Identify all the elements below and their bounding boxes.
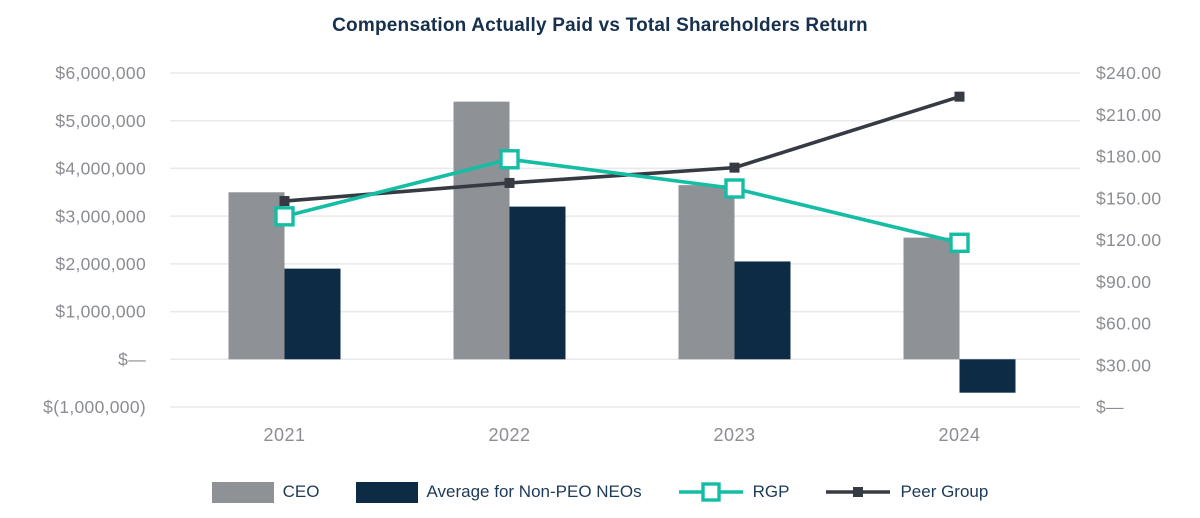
right-axis-tick-1: $210.00 [1096,105,1161,125]
bar-ceo-2024 [903,237,960,360]
right-axis-tick-2: $180.00 [1096,147,1161,167]
marker-rgp-2024 [949,232,970,253]
line-rgp [282,157,962,245]
legend-marker-peer-group [826,487,891,497]
right-axis-tick-6: $60.00 [1096,314,1151,334]
right-axis-tick-8: $— [1096,397,1124,417]
legend-item-non-peo-neos: Average for Non-PEO NEOs [355,481,642,503]
bar-average-for-non-peo-neos-2021 [284,268,341,360]
marker-peer-group-2024 [954,91,965,102]
chart-title: Compensation Actually Paid vs Total Shar… [332,15,868,36]
legend-item-ceo: CEO [211,481,320,503]
left-axis-tick-2: $4,000,000 [55,159,146,179]
x-axis-label-2024: 2024 [938,425,980,445]
right-axis-tick-7: $30.00 [1096,355,1151,375]
bar-average-for-non-peo-neos-2022 [509,206,566,360]
right-axis-tick-5: $90.00 [1096,272,1151,292]
legend-item-peer-group: Peer Group [825,481,988,503]
legend-marker-rgp [678,482,743,502]
line-peer-group [282,94,962,203]
bar-average-for-non-peo-neos-2023 [734,261,791,360]
x-axis-label-2022: 2022 [488,425,530,445]
legend-label-ceo: CEO [282,482,320,501]
marker-peer-group-2023 [729,162,740,173]
right-axis-tick-3: $150.00 [1096,188,1161,208]
left-axis-tick-7: $(1,000,000) [43,397,146,417]
right-axis-tick-4: $120.00 [1096,230,1161,250]
marker-rgp-2023 [724,178,745,199]
legend-swatch-ceo [211,481,274,503]
left-axis-tick-1: $5,000,000 [55,111,146,131]
marker-rgp-2021 [274,206,295,227]
left-axis-tick-0: $6,000,000 [55,63,146,83]
legend-label-rgp: RGP [752,482,790,501]
legend-label-non-peo-neos: Average for Non-PEO NEOs [426,482,642,501]
bar-average-for-non-peo-neos-2024 [959,359,1016,393]
legend-swatch-non-peo-neos [355,481,418,503]
left-axis-tick-6: $— [118,349,146,369]
left-axis-tick-3: $3,000,000 [55,206,146,226]
legend-item-rgp: RGP [678,481,790,503]
legend-label-peer-group: Peer Group [900,482,989,501]
marker-rgp-2022 [499,149,520,170]
bar-ceo-2023 [678,185,735,360]
marker-peer-group-2021 [279,196,290,207]
x-axis-label-2023: 2023 [713,425,755,445]
marker-peer-group-2022 [504,177,515,188]
chart-canvas: $6,000,000 $5,000,000 $4,000,000 $3,000,000… [43,63,1161,445]
x-axis-label-2021: 2021 [263,425,305,445]
chart-legend: CEO Average for Non-PEO NEOs RGP Peer Gr… [0,481,1200,503]
left-axis-tick-4: $2,000,000 [55,254,146,274]
right-axis-tick-0: $240.00 [1096,63,1161,83]
left-axis-tick-5: $1,000,000 [55,302,146,322]
bar-ceo-2022 [453,101,510,360]
